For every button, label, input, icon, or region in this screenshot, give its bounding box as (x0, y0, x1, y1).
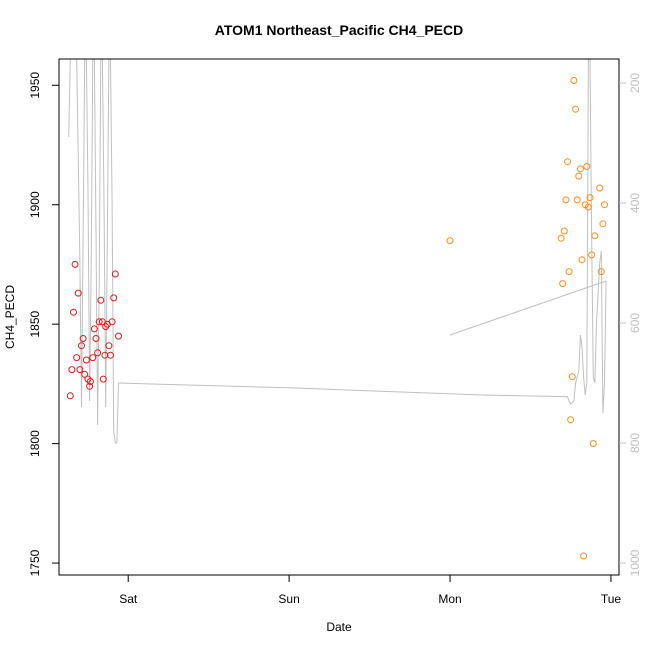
plot-area (66, 59, 608, 560)
data-point-series-1 (82, 356, 90, 364)
data-point-series-2 (599, 220, 607, 228)
right-tick-label: 800 (628, 433, 642, 453)
data-point-series-1 (90, 325, 98, 333)
data-point-series-1 (105, 342, 113, 350)
data-point-series-1 (94, 349, 102, 357)
data-point-series-2 (596, 184, 604, 192)
y-tick-label: 1800 (28, 430, 42, 457)
data-point-series-2 (562, 196, 570, 204)
data-point-series-2 (589, 440, 597, 448)
data-point-series-1 (66, 392, 74, 400)
data-point-series-2 (586, 194, 594, 202)
altitude-line-segment (449, 280, 607, 336)
data-point-series-1 (71, 260, 79, 268)
right-tick-label: 600 (628, 313, 642, 333)
data-point-series-2 (597, 268, 605, 276)
x-tick-label: Tue (601, 592, 622, 606)
data-point-series-1 (76, 366, 84, 374)
data-point-series-2 (573, 196, 581, 204)
right-tick-label: 400 (628, 193, 642, 213)
data-point-series-1 (111, 270, 119, 278)
y-tick-label: 1900 (28, 191, 42, 218)
data-point-series-1 (74, 289, 82, 297)
data-point-series-2 (591, 232, 599, 240)
y-tick-label: 1750 (28, 549, 42, 576)
data-point-series-1 (108, 318, 116, 326)
data-point-series-2 (570, 77, 578, 84)
data-point-series-1 (115, 332, 122, 340)
right-tick-label: 200 (628, 73, 642, 93)
data-point-series-1 (107, 351, 114, 359)
data-point-series-1 (73, 354, 81, 362)
data-point-series-1 (89, 354, 97, 362)
data-point-series-1 (79, 335, 87, 342)
x-tick-label: Sun (278, 592, 299, 606)
chart-title: ATOM1 Northeast_Pacific CH4_PECD (215, 22, 463, 38)
data-point-series-1 (95, 318, 103, 326)
data-point-series-2 (568, 373, 576, 381)
data-point-series-2 (572, 105, 580, 113)
data-point-series-1 (86, 378, 94, 385)
data-point-series-1 (70, 308, 77, 316)
data-point-series-2 (576, 165, 584, 173)
data-point-series-2 (580, 552, 588, 560)
x-tick-label: Mon (438, 592, 461, 606)
data-point-series-1 (92, 335, 100, 342)
data-point-series-1 (84, 375, 92, 383)
altitude-line (68, 59, 607, 444)
data-point-series-1 (99, 375, 107, 383)
data-point-series-2 (567, 416, 575, 424)
data-point-series-2 (564, 158, 571, 166)
data-point-series-2 (557, 234, 565, 242)
data-point-series-2 (446, 237, 454, 245)
data-point-series-2 (588, 251, 596, 259)
x-tick-label: Sat (119, 592, 138, 606)
data-point-series-1 (81, 370, 89, 378)
data-point-series-1 (78, 342, 85, 350)
data-point-series-1 (110, 294, 118, 302)
right-tick-label: 1000 (628, 549, 642, 576)
y-axis-label: CH4_PECD (3, 285, 17, 349)
plot-frame (58, 58, 620, 576)
data-point-series-2 (560, 227, 568, 235)
data-point-series-2 (584, 203, 592, 211)
x-axis-label: Date (326, 620, 352, 634)
data-point-series-1 (68, 366, 76, 374)
y-tick-label: 1950 (28, 72, 42, 99)
data-point-series-2 (583, 163, 591, 170)
data-point-series-2 (601, 201, 608, 209)
y-tick-label: 1850 (28, 310, 42, 337)
data-point-series-2 (575, 172, 583, 180)
data-point-series-2 (565, 268, 573, 276)
data-point-series-1 (97, 296, 105, 304)
data-point-series-2 (578, 256, 586, 264)
data-point-series-2 (559, 280, 567, 288)
data-point-series-1 (86, 382, 94, 390)
